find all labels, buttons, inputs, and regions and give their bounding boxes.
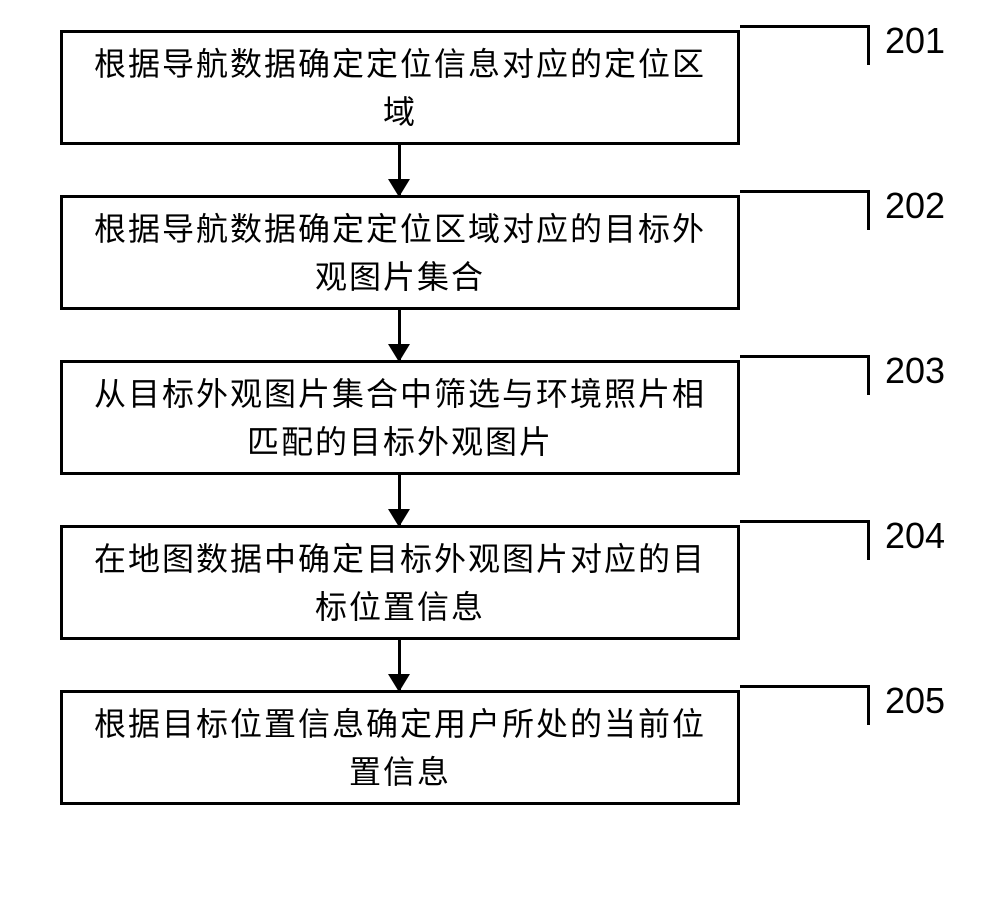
label-connector-205 [740,685,870,725]
step-text-203: 从目标外观图片集合中筛选与环境照片相匹配的目标外观图片 [83,370,717,466]
arrow-204-205 [398,640,401,690]
step-label-202: 202 [885,185,945,227]
step-container-205: 根据目标位置信息确定用户所处的当前位置信息 205 [60,690,960,805]
step-label-205: 205 [885,680,945,722]
step-box-201: 根据导航数据确定定位信息对应的定位区域 [60,30,740,145]
arrow-201-202 [398,145,401,195]
arrow-203-204 [398,475,401,525]
arrow-202-203 [398,310,401,360]
step-label-204: 204 [885,515,945,557]
step-label-203: 203 [885,350,945,392]
step-container-203: 从目标外观图片集合中筛选与环境照片相匹配的目标外观图片 203 [60,360,960,475]
step-box-202: 根据导航数据确定定位区域对应的目标外观图片集合 [60,195,740,310]
flowchart-container: 根据导航数据确定定位信息对应的定位区域 201 根据导航数据确定定位区域对应的目… [60,30,960,805]
step-text-205: 根据目标位置信息确定用户所处的当前位置信息 [83,700,717,796]
step-container-202: 根据导航数据确定定位区域对应的目标外观图片集合 202 [60,195,960,310]
label-connector-203 [740,355,870,395]
label-connector-201 [740,25,870,65]
step-box-205: 根据目标位置信息确定用户所处的当前位置信息 [60,690,740,805]
step-box-203: 从目标外观图片集合中筛选与环境照片相匹配的目标外观图片 [60,360,740,475]
step-container-201: 根据导航数据确定定位信息对应的定位区域 201 [60,30,960,145]
step-text-202: 根据导航数据确定定位区域对应的目标外观图片集合 [83,205,717,301]
step-box-204: 在地图数据中确定目标外观图片对应的目标位置信息 [60,525,740,640]
label-connector-204 [740,520,870,560]
step-text-204: 在地图数据中确定目标外观图片对应的目标位置信息 [83,535,717,631]
label-connector-202 [740,190,870,230]
step-text-201: 根据导航数据确定定位信息对应的定位区域 [83,40,717,136]
step-container-204: 在地图数据中确定目标外观图片对应的目标位置信息 204 [60,525,960,640]
step-label-201: 201 [885,20,945,62]
